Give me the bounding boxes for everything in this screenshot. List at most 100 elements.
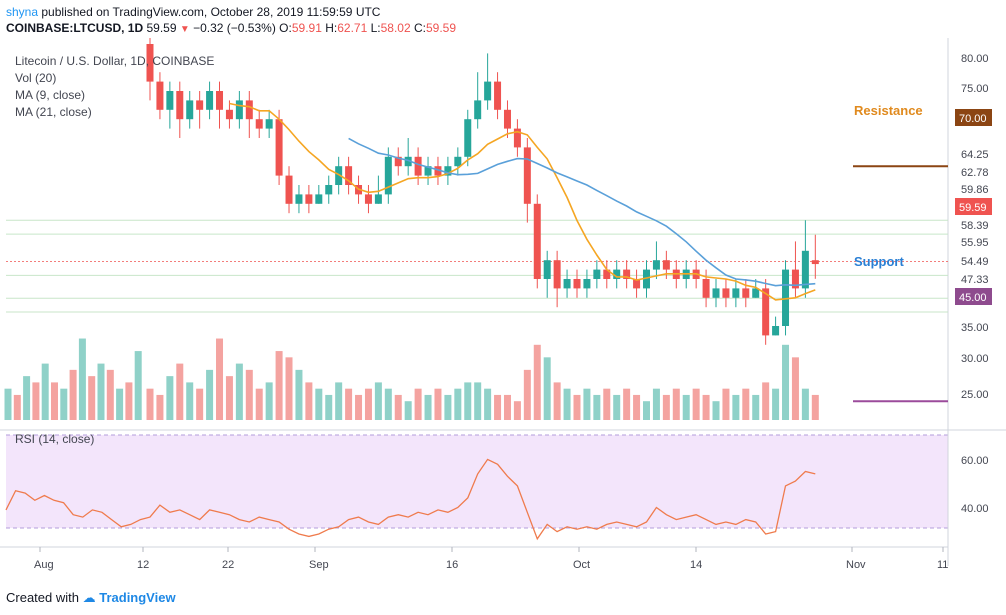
candle-body <box>216 91 224 110</box>
rsi-line <box>5 458 816 541</box>
volume-bar <box>41 363 49 420</box>
candle-body <box>762 288 770 336</box>
publish-info: published on TradingView.com, October 28… <box>41 5 381 19</box>
candle-body <box>633 279 641 289</box>
candle-body <box>662 260 670 270</box>
candle-body <box>573 279 581 289</box>
volume-bar <box>702 394 710 420</box>
candle-body <box>533 203 541 279</box>
candle-body <box>325 185 333 195</box>
candle-body <box>494 81 502 110</box>
price-tick-label: 54.49 <box>961 256 989 268</box>
volume-bar <box>603 388 611 420</box>
last-price-tag <box>955 198 992 215</box>
volume-bar <box>315 388 323 420</box>
candle-body <box>503 109 511 129</box>
candle-body <box>285 175 293 204</box>
legend-rsi: RSI (14, close) <box>15 432 95 446</box>
volume-bar <box>186 382 194 420</box>
volume-bar <box>106 369 114 420</box>
volume-bar <box>125 382 133 420</box>
volume-bar <box>494 394 502 420</box>
volume-bar <box>722 388 730 420</box>
volume-bar <box>533 344 541 420</box>
price-tick-label: 55.95 <box>961 237 989 249</box>
candle-body <box>464 119 472 157</box>
candle-body <box>643 269 650 289</box>
volume-tick-label: 35.00 <box>961 322 989 334</box>
price-tick-label: 80.00 <box>961 53 989 65</box>
volume-bar <box>60 388 68 420</box>
candle-body <box>196 100 204 110</box>
volume-bar <box>4 388 12 420</box>
tradingview-logo-icon[interactable]: ☁ <box>82 590 96 605</box>
support-price-tag <box>955 288 992 305</box>
volume-bar <box>196 388 204 420</box>
volume-bar <box>78 338 86 420</box>
volume-bar <box>782 344 790 420</box>
chart-canvas[interactable]: 80.00 75.00 70.00 64.25 62.78 59.86 59.59 58.39… <box>0 38 1006 586</box>
time-tick-label: Nov <box>846 559 866 571</box>
candle-body <box>444 166 452 176</box>
volume-bar <box>553 382 561 420</box>
candle-body <box>394 156 402 167</box>
volume-bar <box>345 388 353 420</box>
volume-bar <box>225 376 233 420</box>
symbol-line: COINBASE:LTCUSD, 1D 59.59 ▼ −0.32 (−0.53… <box>6 21 456 35</box>
candle-body <box>603 269 611 279</box>
volume-bar <box>305 382 313 420</box>
candle-body <box>593 269 601 279</box>
volume-bar <box>474 382 482 420</box>
volume-bar <box>484 388 492 420</box>
candle-body <box>623 269 631 279</box>
candle-body <box>295 194 303 204</box>
volume-bar <box>613 394 621 420</box>
volume-bar <box>394 394 402 420</box>
volume-bar <box>444 394 452 420</box>
candle-body <box>613 269 621 279</box>
last-price: 59.59 <box>146 21 177 35</box>
price-tick-label: 59.86 <box>961 184 989 196</box>
volume-bar <box>791 357 799 420</box>
candle-body <box>652 260 660 270</box>
tradingview-brand[interactable]: TradingView <box>99 590 176 605</box>
candle-body <box>424 166 432 176</box>
volume-bar <box>742 388 750 420</box>
price-tick-label: 47.33 <box>961 274 989 286</box>
volume-bar <box>563 388 571 420</box>
time-tick-label: Aug <box>34 559 54 571</box>
volume-bar <box>374 382 382 420</box>
high-value: 62.71 <box>337 21 368 35</box>
candle-body <box>265 119 273 129</box>
price-tick-label: 70.00 <box>959 113 987 125</box>
candle-body <box>553 260 561 289</box>
ma9-line <box>229 102 816 301</box>
volume-bar <box>265 382 273 420</box>
volume-bar <box>414 388 422 420</box>
volume-bar <box>434 388 442 420</box>
candle-body <box>245 100 253 120</box>
volume-tick-label: 30.00 <box>961 353 989 365</box>
candle-body <box>722 288 730 298</box>
volume-bar <box>364 388 372 420</box>
candle-body <box>702 279 710 298</box>
volume-bar <box>245 369 253 420</box>
volume-bar <box>543 357 551 420</box>
rsi-tick-label: 40.00 <box>961 503 989 515</box>
resistance-price-tag <box>955 109 992 126</box>
volume-bar <box>295 369 303 420</box>
candle-body <box>414 156 422 176</box>
footer: Created with ☁ TradingView <box>6 590 176 606</box>
high-label: H: <box>325 21 338 35</box>
ma21-line <box>348 137 816 287</box>
candle-body <box>782 269 790 326</box>
volume-bar <box>134 351 142 420</box>
author-name[interactable]: shyna <box>6 5 39 19</box>
candle-body <box>484 81 492 101</box>
candle-body <box>583 279 591 289</box>
volume-bar <box>32 382 40 420</box>
volume-bar <box>752 394 760 420</box>
candle-body <box>791 269 799 289</box>
low-value: 58.02 <box>380 21 411 35</box>
volume-bar <box>643 401 650 420</box>
